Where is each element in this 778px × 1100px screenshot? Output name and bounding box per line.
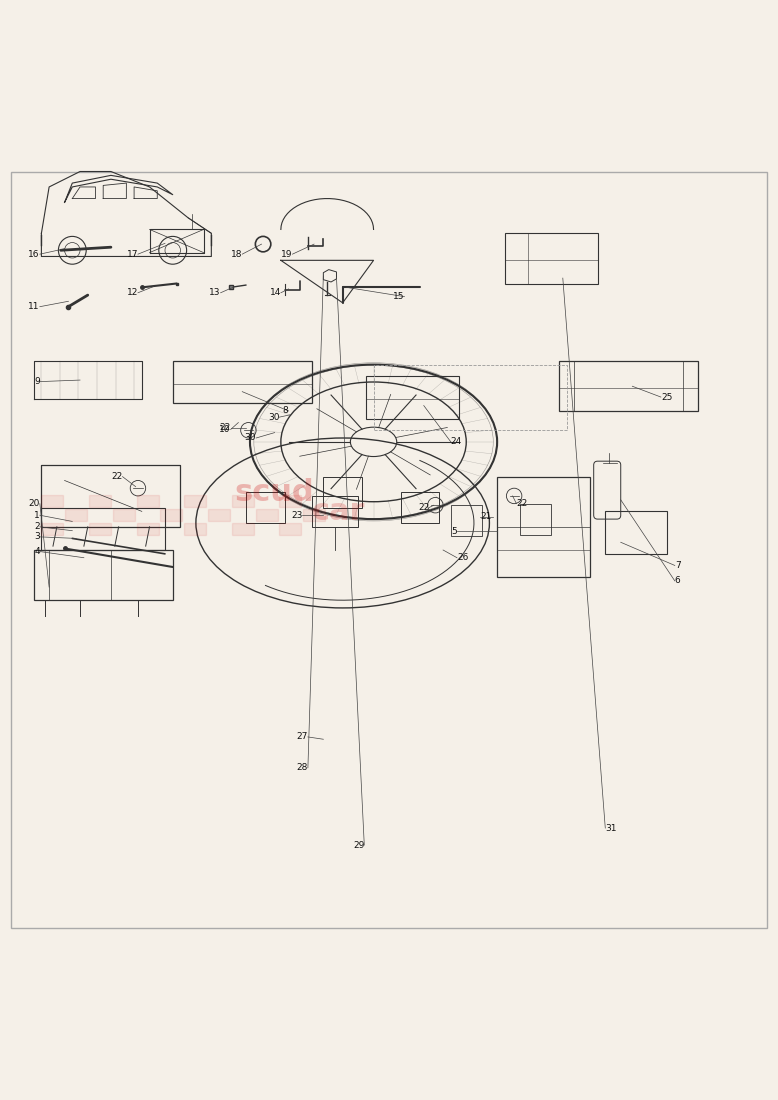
Text: 12: 12 — [127, 288, 138, 297]
Text: 27: 27 — [296, 733, 308, 741]
Text: 20: 20 — [29, 499, 40, 508]
Bar — [89, 495, 111, 507]
Text: 29: 29 — [353, 840, 364, 849]
Bar — [65, 509, 87, 521]
Bar — [89, 522, 111, 535]
Text: 15: 15 — [393, 293, 405, 301]
Text: 18: 18 — [231, 250, 242, 258]
Text: 6: 6 — [675, 576, 681, 585]
Bar — [279, 522, 301, 535]
Bar — [255, 509, 278, 521]
Text: 7: 7 — [675, 561, 681, 570]
Bar — [232, 495, 254, 507]
Bar — [232, 522, 254, 535]
Text: 22: 22 — [517, 499, 527, 508]
Bar — [137, 522, 159, 535]
Bar — [160, 509, 183, 521]
Text: 30: 30 — [268, 412, 279, 421]
Text: 8: 8 — [283, 407, 289, 416]
Text: 5: 5 — [451, 527, 457, 536]
Bar — [184, 522, 206, 535]
Bar — [303, 509, 325, 521]
Text: 9: 9 — [34, 377, 40, 386]
Bar — [279, 495, 301, 507]
Text: 2: 2 — [34, 522, 40, 531]
Text: 26: 26 — [457, 553, 468, 562]
Text: 30: 30 — [244, 433, 256, 442]
Text: 17: 17 — [127, 250, 138, 258]
Text: 22: 22 — [418, 503, 429, 512]
Bar — [41, 495, 64, 507]
Text: 16: 16 — [28, 250, 40, 258]
Bar — [137, 495, 159, 507]
Bar — [41, 522, 64, 535]
Text: 21: 21 — [480, 513, 492, 521]
Text: 13: 13 — [209, 288, 221, 297]
Bar — [113, 509, 135, 521]
Text: 22: 22 — [219, 424, 230, 432]
Text: 19: 19 — [281, 250, 293, 258]
Text: 25: 25 — [661, 393, 672, 402]
Text: 14: 14 — [269, 288, 281, 297]
Text: 28: 28 — [296, 763, 308, 772]
Text: scud: scud — [234, 477, 314, 507]
Text: car: car — [312, 497, 365, 526]
Text: 3: 3 — [34, 532, 40, 541]
Text: 31: 31 — [605, 824, 617, 833]
Text: 1: 1 — [34, 510, 40, 519]
Text: 24: 24 — [450, 438, 462, 447]
Text: 10: 10 — [219, 425, 230, 435]
Bar — [208, 509, 230, 521]
Bar — [184, 495, 206, 507]
Text: 23: 23 — [291, 510, 303, 519]
Text: 22: 22 — [111, 472, 122, 481]
Text: 11: 11 — [28, 302, 40, 311]
Text: 4: 4 — [34, 547, 40, 556]
